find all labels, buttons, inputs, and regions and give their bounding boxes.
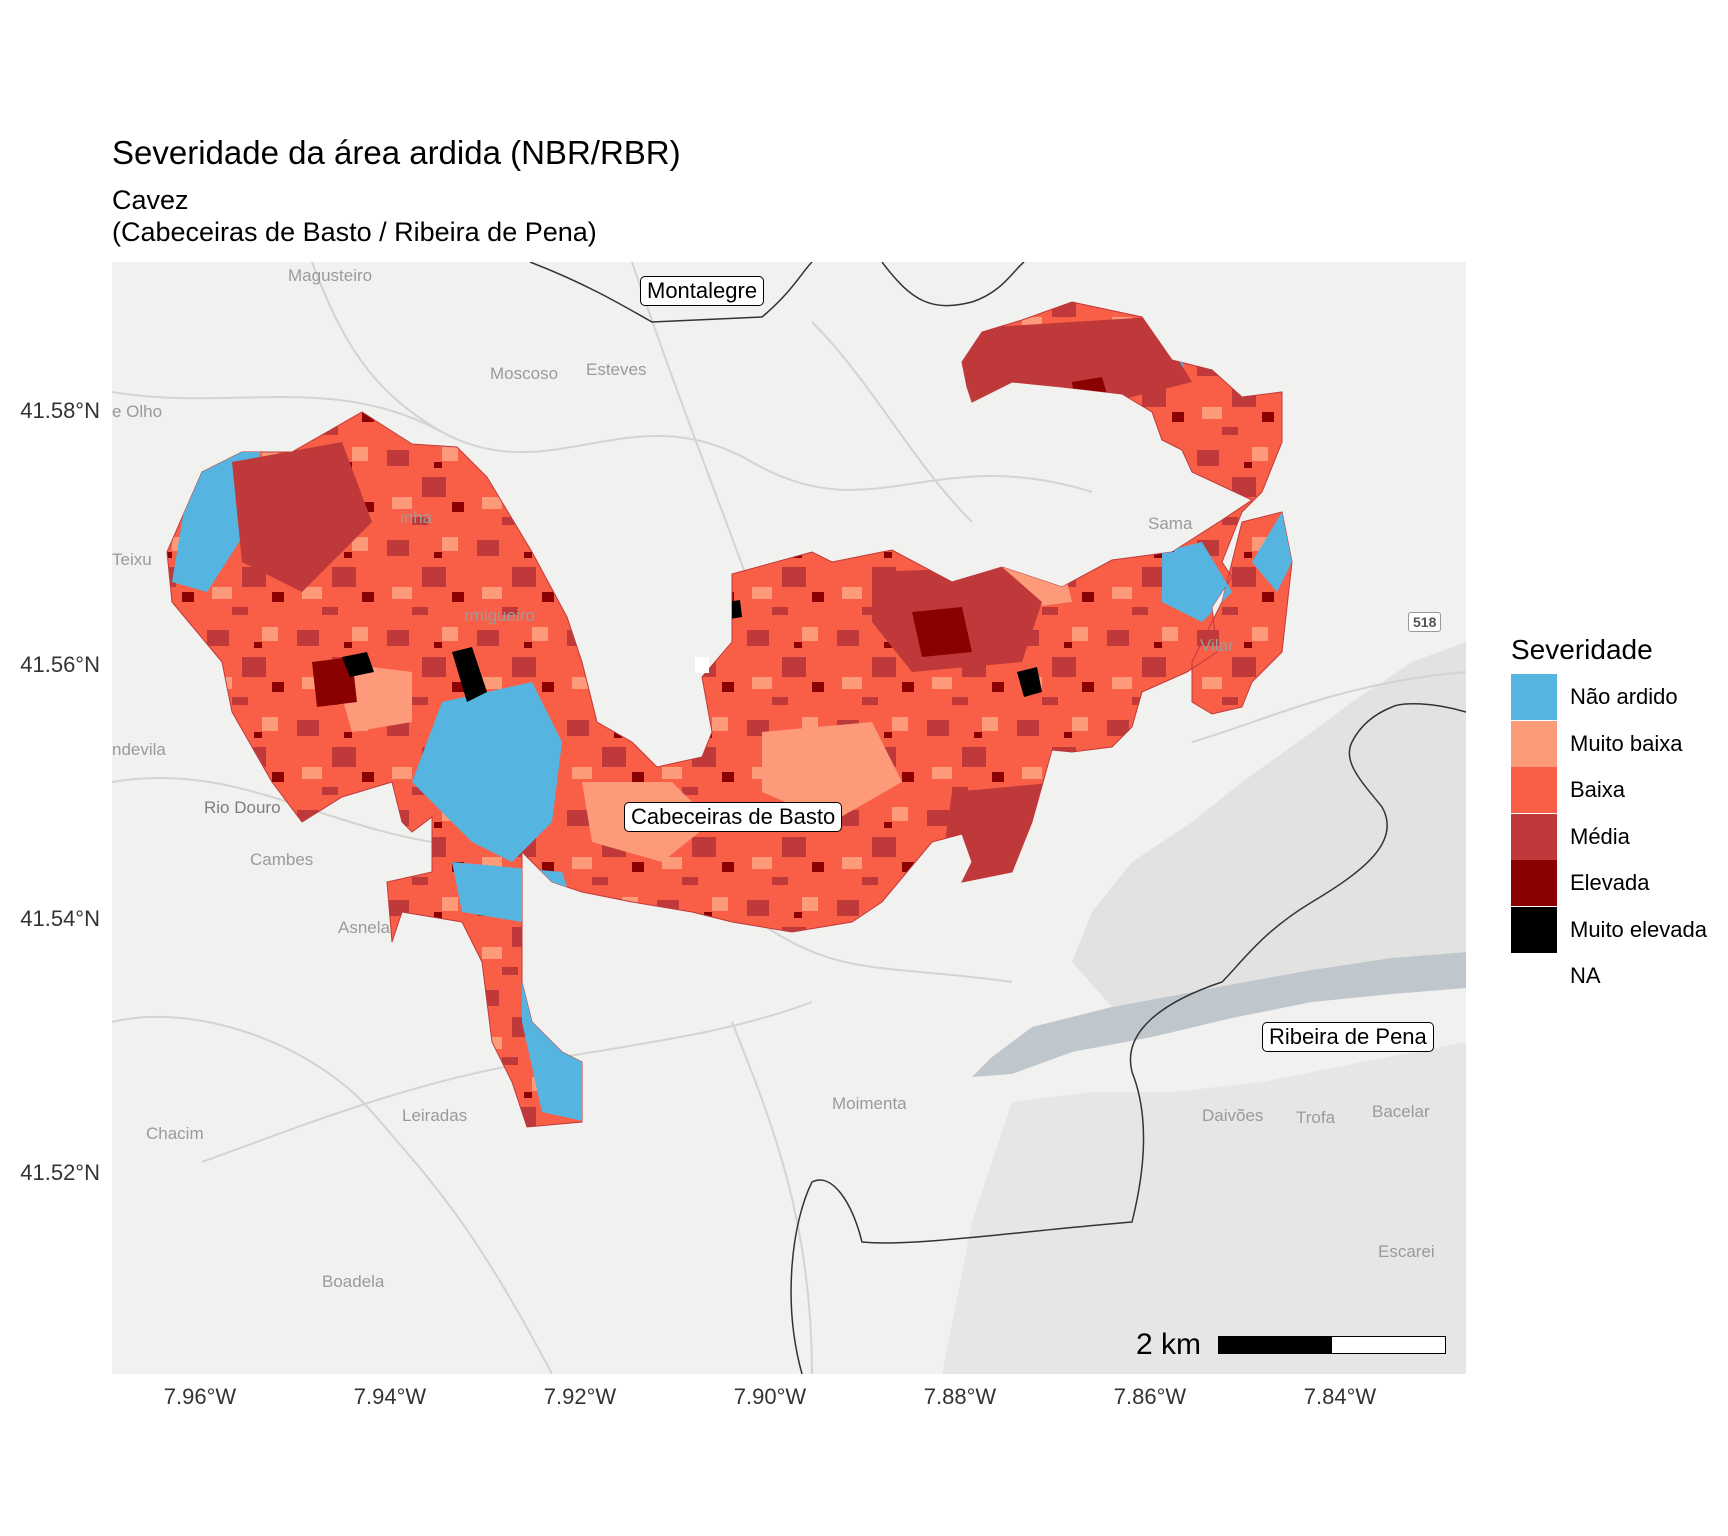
basemap-label: Trofa — [1296, 1108, 1336, 1127]
basemap-label: Moimenta — [832, 1094, 907, 1113]
legend-swatch — [1511, 674, 1557, 720]
basemap-label: rmigueiro — [464, 606, 535, 625]
legend-swatch — [1511, 767, 1557, 813]
y-tick-label: 41.56°N — [20, 652, 100, 677]
place-label-montalegre: Montalegre — [640, 276, 765, 306]
basemap-label: Bacelar — [1372, 1102, 1430, 1121]
basemap-label: Boadela — [322, 1272, 385, 1291]
scale-bar-label: 2 km — [1136, 1328, 1202, 1361]
place-label-cabeceiras: Cabeceiras de Basto — [624, 802, 843, 832]
legend-item: Média — [1511, 813, 1630, 860]
legend-label: Média — [1570, 823, 1630, 849]
basemap-label: Teixu — [112, 550, 152, 569]
legend-label: Baixa — [1570, 777, 1626, 802]
legend-item: Não ardido — [1511, 674, 1678, 720]
legend-swatch — [1511, 953, 1557, 999]
x-tick-label: 7.88°W — [923, 1384, 997, 1409]
legend-label: NA — [1570, 963, 1601, 988]
x-tick-label: 7.92°W — [543, 1384, 617, 1409]
basemap-label: Escarei — [1378, 1242, 1435, 1261]
x-tick-label: 7.94°W — [353, 1384, 427, 1409]
legend-swatch — [1511, 860, 1557, 906]
basemap-label: Rio Douro — [204, 798, 281, 817]
legend-label: Muito elevada — [1570, 916, 1707, 942]
basemap-label: Leiradas — [402, 1106, 468, 1125]
map-panel[interactable]: Magusteiro Moscoso Esteves e Olho Teixu … — [112, 262, 1466, 1374]
place-label-ribeira: Ribeira de Pena — [1262, 1022, 1434, 1052]
legend-label: Elevada — [1570, 870, 1650, 895]
legend-item: Elevada — [1511, 860, 1650, 906]
chart-subtitle-municipalities: (Cabeceiras de Basto / Ribeira de Pena) — [112, 217, 597, 247]
basemap-label: ndevila — [112, 740, 166, 759]
basemap-label: Moscoso — [490, 364, 559, 383]
legend-item: Muito elevada — [1511, 906, 1707, 953]
terrain-shading-south — [942, 1042, 1466, 1374]
x-tick-label: 7.96°W — [163, 1384, 237, 1409]
basemap-label: Magusteiro — [288, 266, 373, 285]
basemap-label: Chacim — [146, 1124, 204, 1143]
road-shield: 518 — [1408, 612, 1442, 632]
basemap-label: Sama — [1148, 514, 1193, 533]
terrain-shading — [1072, 642, 1466, 1007]
basemap-label: Cambes — [250, 850, 314, 869]
chart-title: Severidade da área ardida (NBR/RBR) — [112, 134, 681, 171]
basemap-label: e Olho — [112, 402, 163, 421]
x-tick-label: 7.86°W — [1113, 1384, 1187, 1409]
basemap-label: inha — [400, 508, 433, 527]
legend-title: Severidade — [1511, 634, 1653, 665]
x-tick-label: 7.84°W — [1303, 1384, 1377, 1409]
legend-label: Não ardido — [1570, 684, 1678, 709]
scale-bar — [1218, 1336, 1446, 1354]
x-tick-label: 7.90°W — [733, 1384, 807, 1409]
legend-swatch — [1511, 813, 1557, 860]
district-boundary-east — [790, 702, 1466, 1374]
basemap-label: Vilar — [1200, 636, 1234, 655]
y-tick-label: 41.52°N — [20, 1160, 100, 1185]
legend-item: Muito baixa — [1511, 720, 1683, 767]
legend-swatch — [1511, 906, 1557, 953]
reservoir — [972, 952, 1466, 1077]
y-tick-label: 41.58°N — [20, 398, 100, 423]
district-boundary-north — [529, 262, 1025, 323]
y-tick-label: 41.54°N — [20, 906, 100, 931]
legend-swatch — [1511, 720, 1557, 767]
na-patch — [695, 657, 709, 673]
basemap-label: Asnela — [338, 918, 390, 937]
basemap-roads — [112, 262, 1466, 1374]
legend-item: Baixa — [1511, 767, 1625, 813]
basemap-label: Esteves — [586, 360, 647, 379]
legend-item: NA — [1511, 953, 1601, 999]
legend-label: Muito baixa — [1570, 730, 1683, 756]
chart-subtitle-place: Cavez — [112, 185, 189, 215]
basemap-label: Daivões — [1202, 1106, 1264, 1125]
